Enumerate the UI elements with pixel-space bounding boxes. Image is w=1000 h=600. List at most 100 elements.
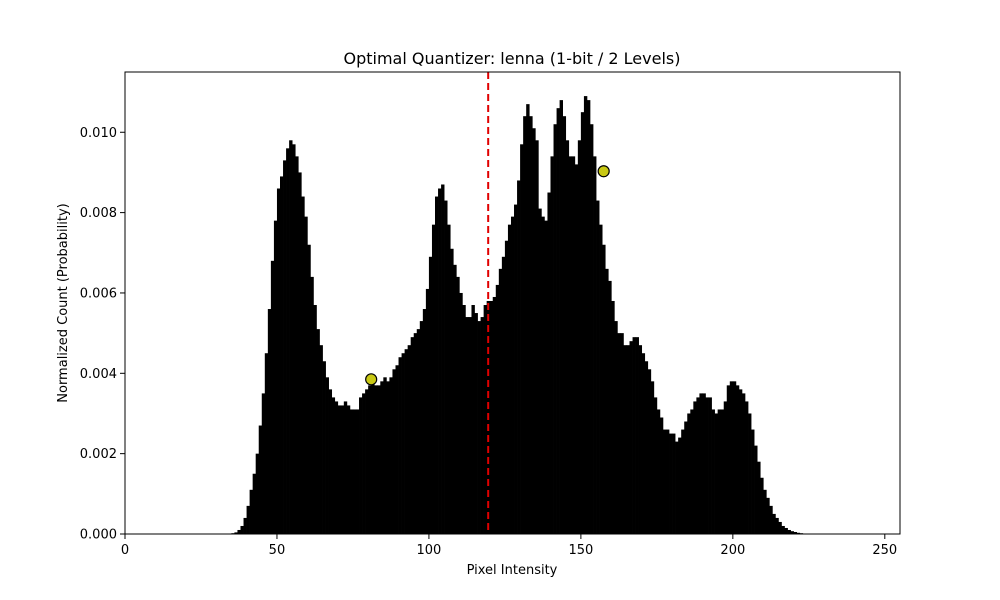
histogram-bar (234, 532, 238, 534)
histogram-bar (787, 529, 791, 534)
histogram-bar (428, 256, 433, 534)
histogram-bar (784, 527, 788, 534)
histogram-bar (386, 381, 390, 534)
y-tick-label: 0.010 (80, 126, 117, 141)
histogram-bar (383, 377, 387, 534)
histogram-bar (273, 220, 278, 534)
histogram-bar (711, 409, 715, 534)
histogram-bar (760, 477, 764, 534)
histogram-bar (693, 401, 697, 534)
histogram-bar (577, 140, 582, 535)
histogram-bar (571, 156, 576, 534)
histogram-bar (538, 208, 542, 534)
histogram-bar (659, 417, 664, 534)
histogram-bar (456, 276, 460, 534)
histogram-bar (331, 397, 336, 534)
histogram-bar (258, 425, 263, 534)
histogram-bar (738, 389, 743, 534)
histogram-bar (492, 296, 497, 534)
histogram-bar (708, 397, 712, 534)
histogram-bar (316, 329, 320, 534)
histogram-bar (550, 156, 554, 534)
histogram-bar (775, 517, 779, 534)
quantization-level-marker (365, 373, 378, 386)
histogram-bar (395, 365, 399, 534)
histogram-bar (471, 305, 475, 534)
histogram-bar (270, 260, 275, 534)
histogram-bar (580, 112, 585, 535)
histogram-bar (261, 393, 266, 534)
histogram-bar (702, 393, 706, 534)
histogram-bar (793, 531, 798, 534)
histogram-bar (684, 421, 688, 534)
histogram-bar (501, 256, 506, 534)
histogram-bar (441, 184, 445, 535)
histogram-bar (593, 156, 597, 534)
histogram-bar (401, 353, 405, 534)
histogram-bar (507, 224, 512, 534)
histogram-bar (672, 433, 676, 534)
histogram-bars (231, 96, 816, 535)
histogram-bar (653, 397, 658, 534)
histogram-bar (237, 529, 241, 534)
histogram-bar (298, 172, 302, 534)
histogram-bar (365, 389, 369, 534)
histogram-bar (380, 381, 384, 534)
histogram-bar (723, 401, 728, 534)
histogram-bar (504, 240, 509, 535)
histogram-bar (608, 280, 612, 534)
y-tick-label: 0.002 (80, 447, 117, 462)
y-tick-label: 0.004 (80, 367, 117, 382)
histogram-bar (541, 216, 545, 534)
x-tick-label: 50 (269, 543, 286, 558)
histogram-bar (726, 385, 731, 534)
histogram-bar (377, 385, 381, 534)
histogram-bar (766, 497, 770, 534)
x-axis-label: Pixel Intensity (467, 563, 558, 578)
histogram-bar (729, 381, 734, 534)
histogram-bar (644, 361, 649, 534)
levels-layer (365, 165, 610, 386)
histogram-bar (599, 224, 603, 534)
y-tick-label: 0.000 (80, 528, 117, 543)
histogram-bar (650, 381, 655, 534)
histogram-bar (352, 409, 357, 534)
x-tick-label: 200 (720, 543, 745, 558)
histogram-bar (280, 176, 284, 534)
x-ticks: 0 50 100 150 200 250 (121, 534, 897, 558)
histogram-bar (392, 369, 396, 534)
histogram-bar (255, 453, 260, 534)
histogram-bar (583, 96, 588, 534)
histogram-bar (422, 309, 427, 534)
histogram-bar (264, 353, 269, 534)
histogram-bar (547, 192, 551, 534)
histogram-bar (495, 284, 500, 534)
histogram-bar (438, 188, 442, 534)
histogram-bar (498, 268, 503, 534)
histogram-bar (574, 164, 579, 534)
histogram-bar (514, 204, 518, 534)
histogram-bar (535, 140, 539, 535)
histogram-bar (751, 429, 755, 534)
histogram-bar (626, 345, 630, 534)
histogram-bar (647, 369, 652, 534)
histogram-bar (465, 317, 469, 534)
histogram-bar (526, 104, 530, 534)
histogram-bar (252, 473, 257, 534)
histogram-bar (662, 429, 667, 534)
histogram-bar (444, 200, 448, 534)
y-tick-label: 0.008 (80, 206, 117, 221)
histogram-bar (617, 333, 621, 534)
histogram-bar (748, 413, 752, 534)
histogram-bar (431, 224, 436, 534)
histogram-bar (635, 337, 639, 534)
histogram-bar (741, 393, 746, 534)
histogram-bar (398, 357, 402, 534)
histogram-bar (632, 337, 636, 534)
histogram-bar (343, 401, 348, 534)
histogram-bar (477, 321, 481, 534)
histogram-bar (404, 349, 408, 534)
histogram-bar (292, 144, 296, 534)
histogram-bar (276, 188, 281, 534)
